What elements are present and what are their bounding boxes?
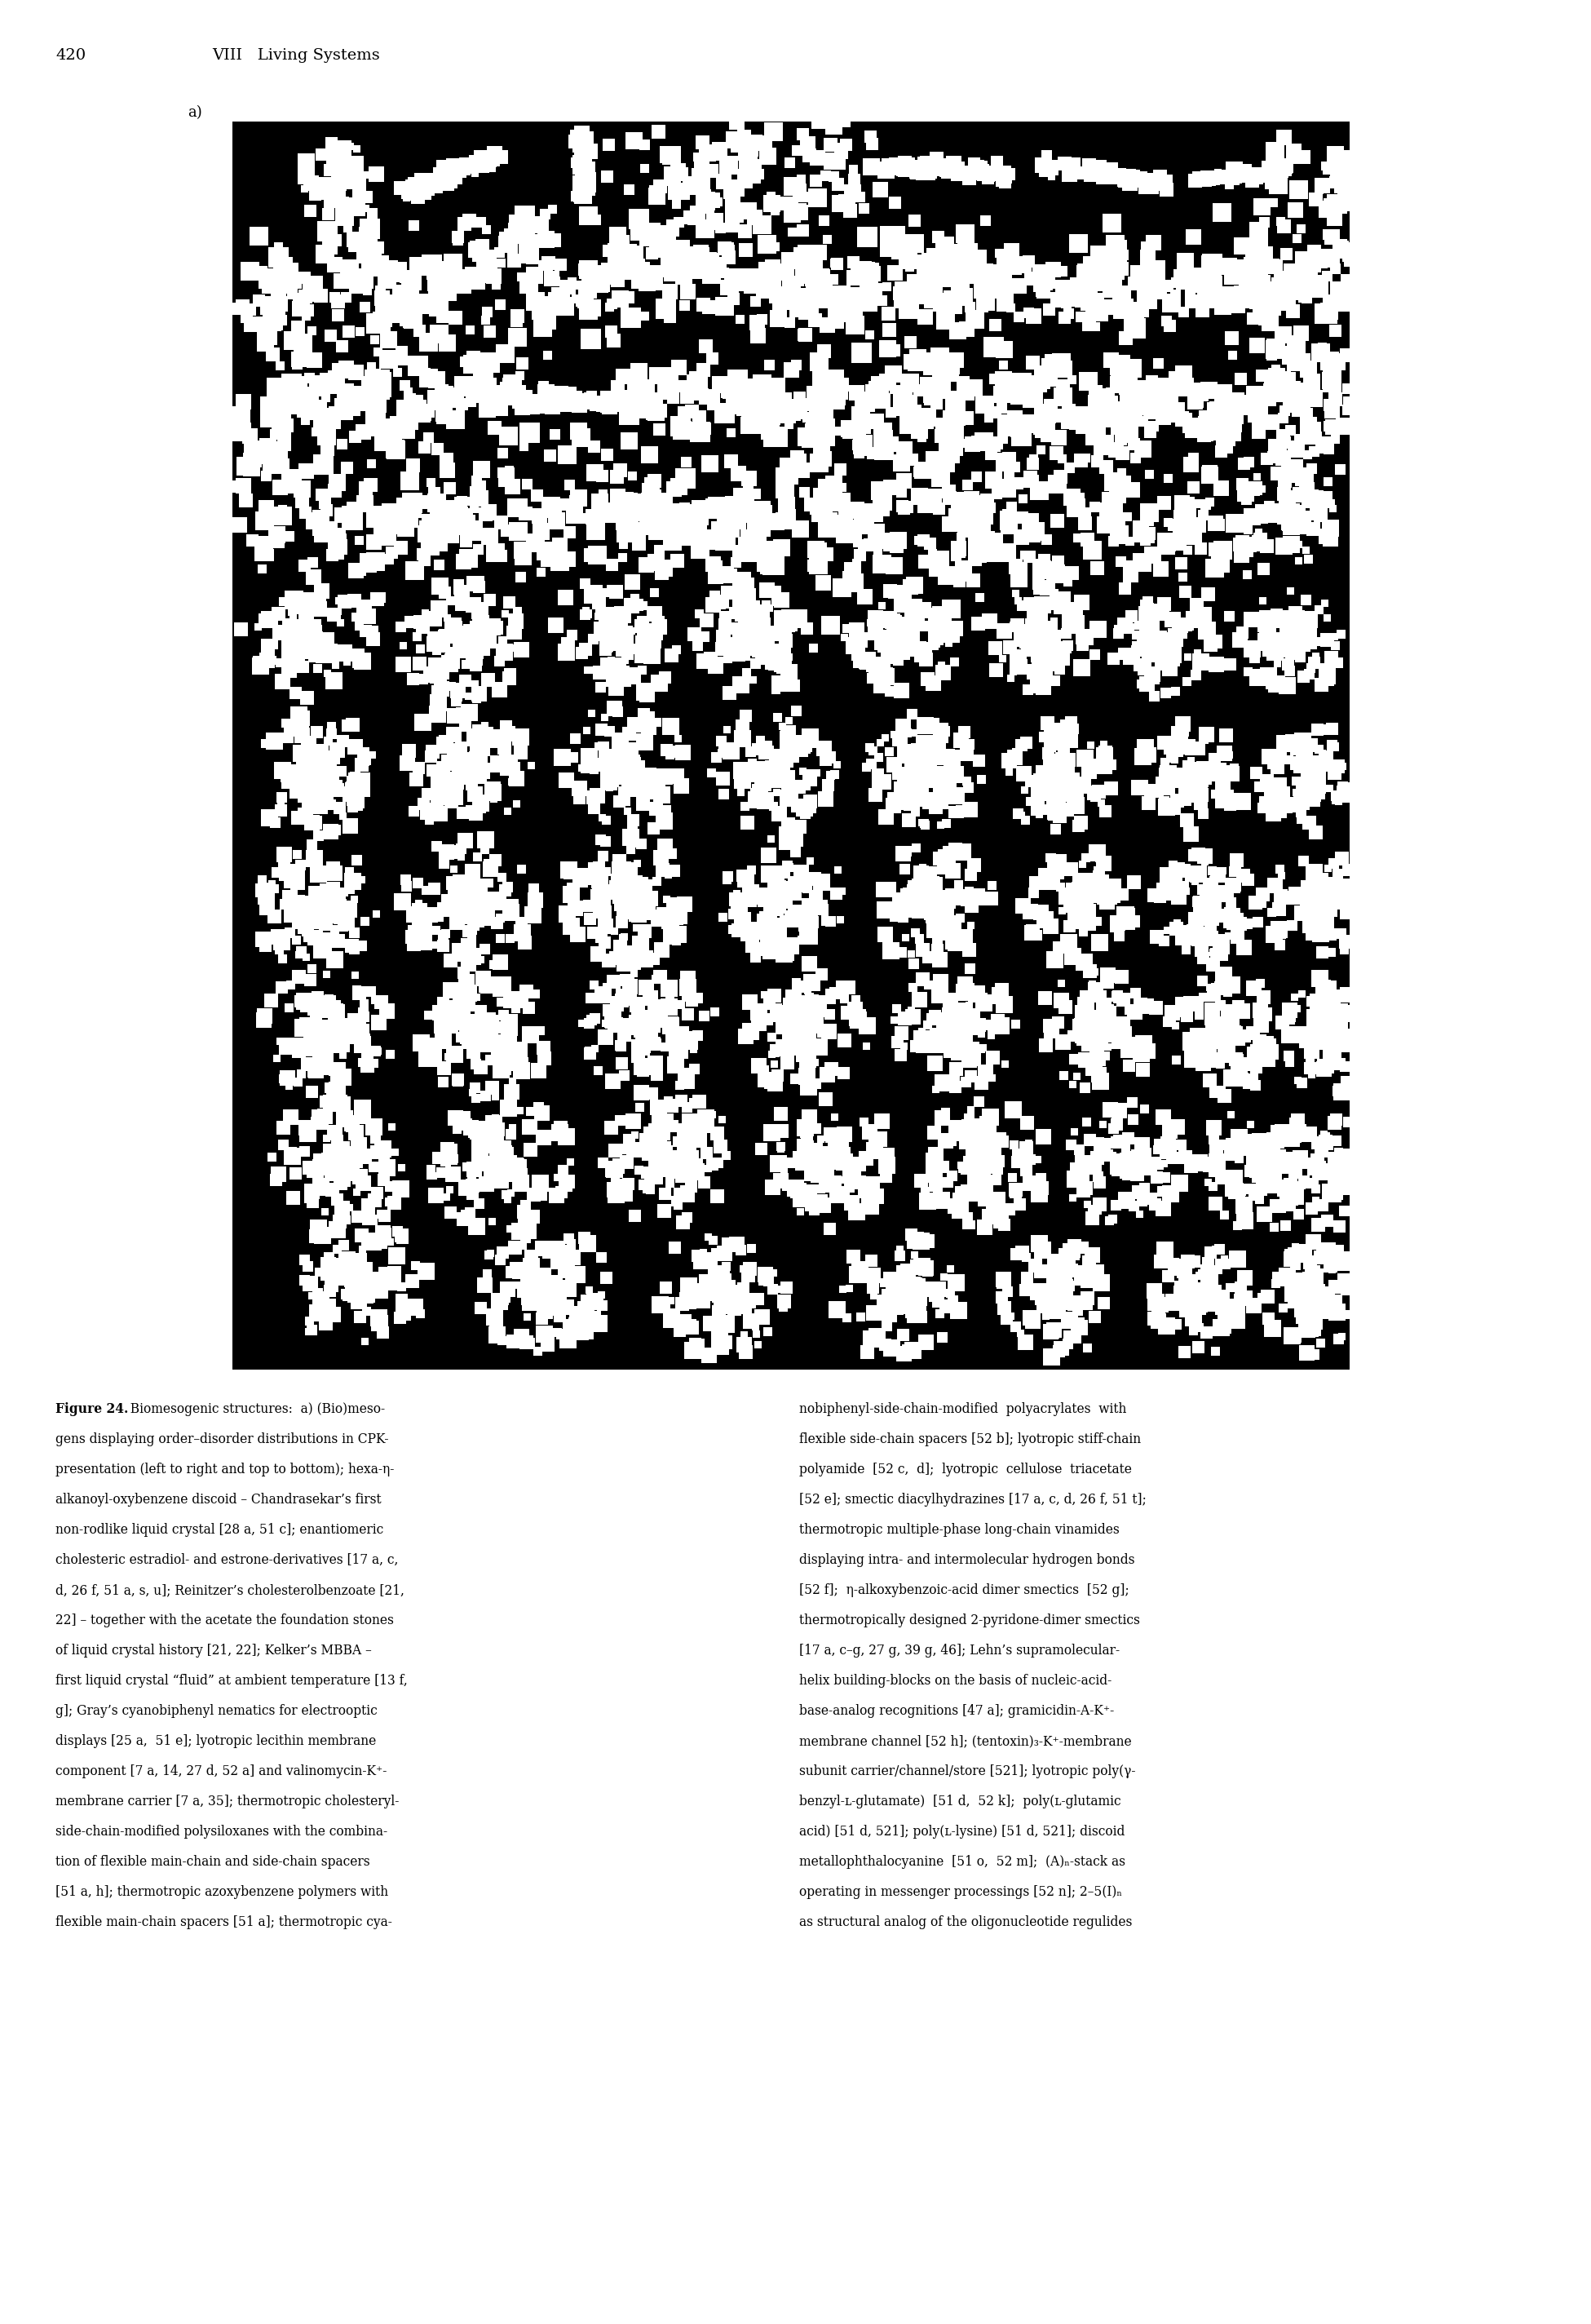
Text: base-analog recognitions [47 a]; gramicidin-A-K⁺-: base-analog recognitions [47 a]; gramici…: [799, 1703, 1114, 1717]
Text: thermotropically designed 2-pyridone-dimer smectics: thermotropically designed 2-pyridone-dim…: [799, 1613, 1139, 1627]
Text: flexible side-chain spacers [52 b]; lyotropic stiff-chain: flexible side-chain spacers [52 b]; lyot…: [799, 1432, 1141, 1446]
Text: subunit carrier/channel/store [521]; lyotropic poly(γ-: subunit carrier/channel/store [521]; lyo…: [799, 1764, 1136, 1778]
Text: a): a): [188, 105, 202, 121]
Text: Biomesogenic structures:  a) (Bio)meso-: Biomesogenic structures: a) (Bio)meso-: [123, 1401, 385, 1415]
Text: presentation (left to right and top to bottom); hexa-η-: presentation (left to right and top to b…: [56, 1462, 395, 1476]
Text: membrane carrier [7 a, 35]; thermotropic cholesteryl-: membrane carrier [7 a, 35]; thermotropic…: [56, 1794, 399, 1808]
Text: operating in messenger processings [52 n]; 2–5(I)ₙ: operating in messenger processings [52 n…: [799, 1885, 1122, 1899]
Bar: [232, 121, 1349, 1369]
Text: tion of flexible main-chain and side-chain spacers: tion of flexible main-chain and side-cha…: [56, 1855, 371, 1868]
Text: membrane channel [52 h]; (tentoxin)₃-K⁺-membrane: membrane channel [52 h]; (tentoxin)₃-K⁺-…: [799, 1734, 1131, 1748]
Text: helix building-blocks on the basis of nucleic-acid-: helix building-blocks on the basis of nu…: [799, 1673, 1112, 1687]
Text: g]; Gray’s cyanobiphenyl nematics for electrooptic: g]; Gray’s cyanobiphenyl nematics for el…: [56, 1703, 377, 1717]
Text: non-rodlike liquid crystal [28 a, 51 c]; enantiomeric: non-rodlike liquid crystal [28 a, 51 c];…: [56, 1522, 383, 1536]
Text: polyamide  [52 c,  d];  lyotropic  cellulose  triacetate: polyamide [52 c, d]; lyotropic cellulose…: [799, 1462, 1131, 1476]
Text: cholesteric estradiol- and estrone-derivatives [17 a, c,: cholesteric estradiol- and estrone-deriv…: [56, 1552, 398, 1566]
Text: benzyl-ʟ-glutamate)  [51 d,  52 k];  poly(ʟ-glutamic: benzyl-ʟ-glutamate) [51 d, 52 k]; poly(ʟ…: [799, 1794, 1122, 1808]
Text: nobiphenyl-side-chain-modified  polyacrylates  with: nobiphenyl-side-chain-modified polyacryl…: [799, 1401, 1126, 1415]
Text: of liquid crystal history [21, 22]; Kelker’s MBBA –: of liquid crystal history [21, 22]; Kelk…: [56, 1643, 372, 1657]
Text: acid) [51 d, 521]; poly(ʟ-lysine) [51 d, 521]; discoid: acid) [51 d, 521]; poly(ʟ-lysine) [51 d,…: [799, 1824, 1125, 1838]
Text: Figure 24.: Figure 24.: [56, 1401, 129, 1415]
Text: displaying intra- and intermolecular hydrogen bonds: displaying intra- and intermolecular hyd…: [799, 1552, 1134, 1566]
Text: first liquid crystal “fluid” at ambient temperature [13 f,: first liquid crystal “fluid” at ambient …: [56, 1673, 407, 1687]
Text: as structural analog of the oligonucleotide regulides: as structural analog of the oligonucleot…: [799, 1915, 1133, 1929]
Text: gens displaying order–disorder distributions in CPK-: gens displaying order–disorder distribut…: [56, 1432, 388, 1446]
Text: alkanoyl-oxybenzene discoid – Chandrasekar’s first: alkanoyl-oxybenzene discoid – Chandrasek…: [56, 1492, 382, 1506]
Text: component [7 a, 14, 27 d, 52 a] and valinomycin-K⁺-: component [7 a, 14, 27 d, 52 a] and vali…: [56, 1764, 387, 1778]
Text: VIII   Living Systems: VIII Living Systems: [212, 49, 380, 63]
Text: 22] – together with the acetate the foundation stones: 22] – together with the acetate the foun…: [56, 1613, 395, 1627]
Text: thermotropic multiple-phase long-chain vinamides: thermotropic multiple-phase long-chain v…: [799, 1522, 1120, 1536]
Text: [51 a, h]; thermotropic azoxybenzene polymers with: [51 a, h]; thermotropic azoxybenzene pol…: [56, 1885, 388, 1899]
Text: [17 a, c–g, 27 g, 39 g, 46]; Lehn’s supramolecular-: [17 a, c–g, 27 g, 39 g, 46]; Lehn’s supr…: [799, 1643, 1120, 1657]
Text: [52 f];  η-alkoxybenzoic-acid dimer smectics  [52 g];: [52 f]; η-alkoxybenzoic-acid dimer smect…: [799, 1583, 1130, 1597]
Text: metallophthalocyanine  [51 o,  52 m];  (A)ₙ-stack as: metallophthalocyanine [51 o, 52 m]; (A)ₙ…: [799, 1855, 1125, 1868]
Text: side-chain-modified polysiloxanes with the combina-: side-chain-modified polysiloxanes with t…: [56, 1824, 388, 1838]
Text: [52 e]; smectic diacylhydrazines [17 a, c, d, 26 f, 51 t];: [52 e]; smectic diacylhydrazines [17 a, …: [799, 1492, 1147, 1506]
Text: flexible main-chain spacers [51 a]; thermotropic cya-: flexible main-chain spacers [51 a]; ther…: [56, 1915, 391, 1929]
Text: displays [25 a,  51 e]; lyotropic lecithin membrane: displays [25 a, 51 e]; lyotropic lecithi…: [56, 1734, 375, 1748]
Text: d, 26 f, 51 a, s, u]; Reinitzer’s cholesterolbenzoate [21,: d, 26 f, 51 a, s, u]; Reinitzer’s choles…: [56, 1583, 404, 1597]
Text: 420: 420: [56, 49, 86, 63]
